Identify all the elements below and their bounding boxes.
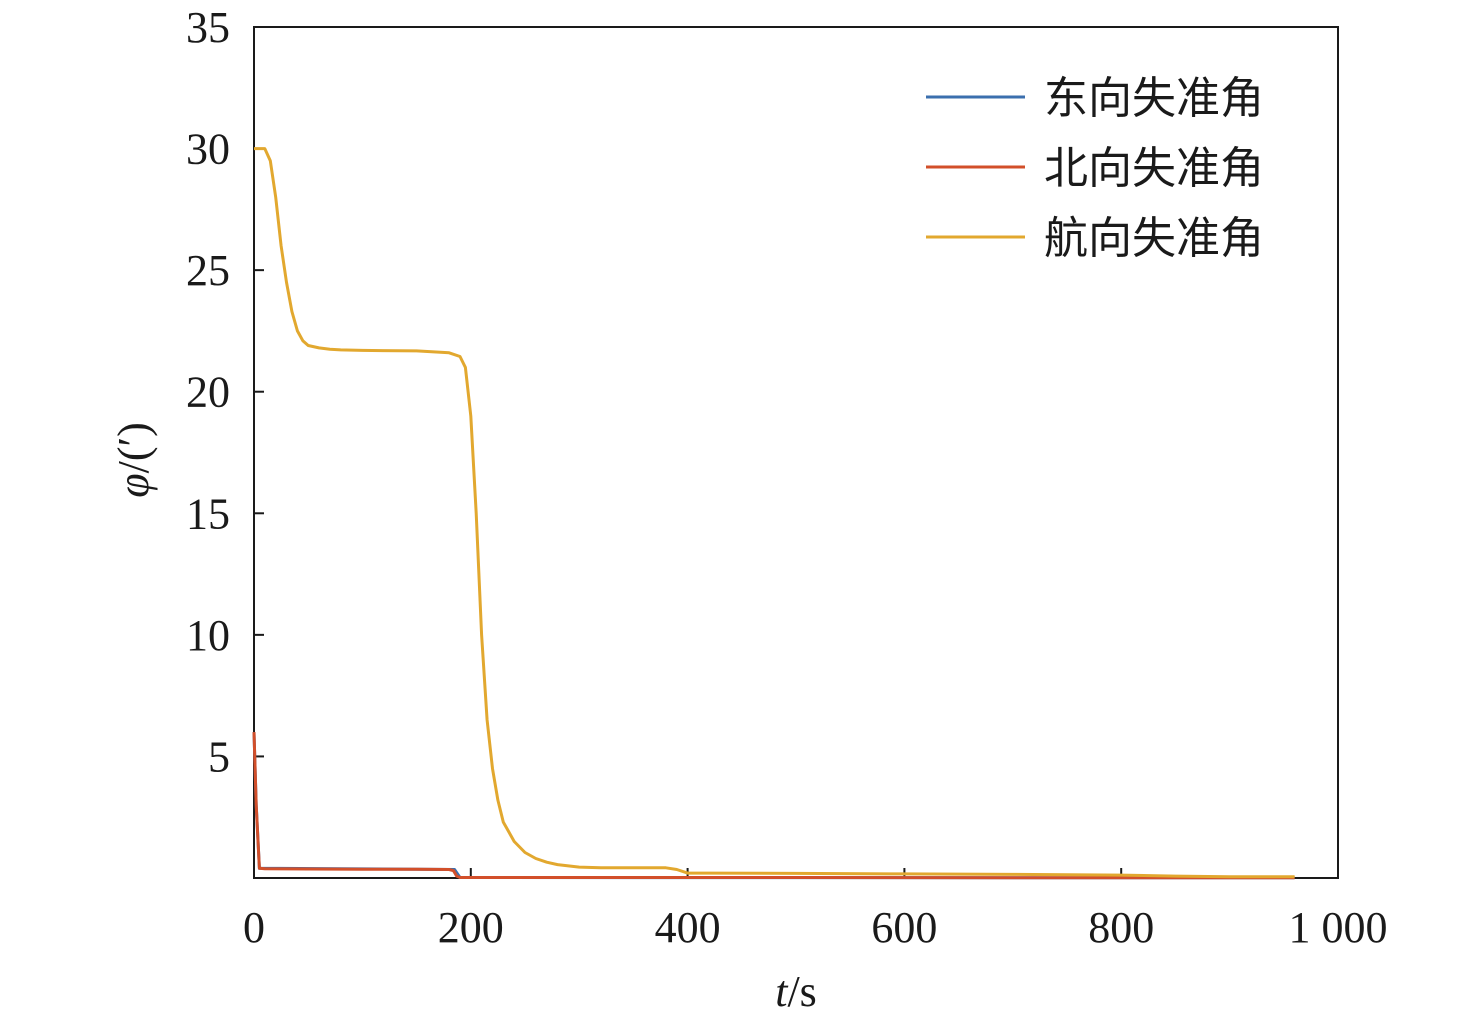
series-line-1 xyxy=(252,732,1295,880)
legend-label-0: 东向失准角 xyxy=(1044,73,1264,124)
x-axis-ticks: 0 200 400 600 800 1 000 xyxy=(243,868,1388,952)
y-axis-var: φ xyxy=(109,473,158,497)
series-lines xyxy=(252,147,1295,880)
x-axis-unit: /s xyxy=(787,967,816,1016)
x-axis-title: t/s xyxy=(775,967,817,1016)
y-tick-label: 20 xyxy=(186,368,230,417)
series-line-2 xyxy=(254,147,1295,879)
y-axis-ticks: 5 10 15 20 25 30 35 xyxy=(186,3,264,781)
x-tick-label: 800 xyxy=(1088,903,1154,952)
x-tick-label: 400 xyxy=(655,903,721,952)
legend-label-2: 航向失准角 xyxy=(1044,213,1264,264)
y-tick-label: 30 xyxy=(186,125,230,174)
x-tick-label: 600 xyxy=(871,903,937,952)
y-axis-title: φ/(′) xyxy=(109,422,158,498)
y-tick-label: 35 xyxy=(186,3,230,52)
y-tick-label: 10 xyxy=(186,611,230,660)
x-tick-label: 200 xyxy=(438,903,504,952)
y-tick-label: 5 xyxy=(208,732,230,781)
x-axis-var: t xyxy=(775,967,789,1016)
y-tick-label: 25 xyxy=(186,246,230,295)
x-tick-label: 1 000 xyxy=(1289,903,1388,952)
y-axis-unit: /(′) xyxy=(109,422,158,473)
x-tick-label: 0 xyxy=(243,903,265,952)
y-tick-label: 15 xyxy=(186,489,230,538)
legend-label-1: 北向失准角 xyxy=(1044,143,1264,194)
plot-area xyxy=(253,26,1339,879)
